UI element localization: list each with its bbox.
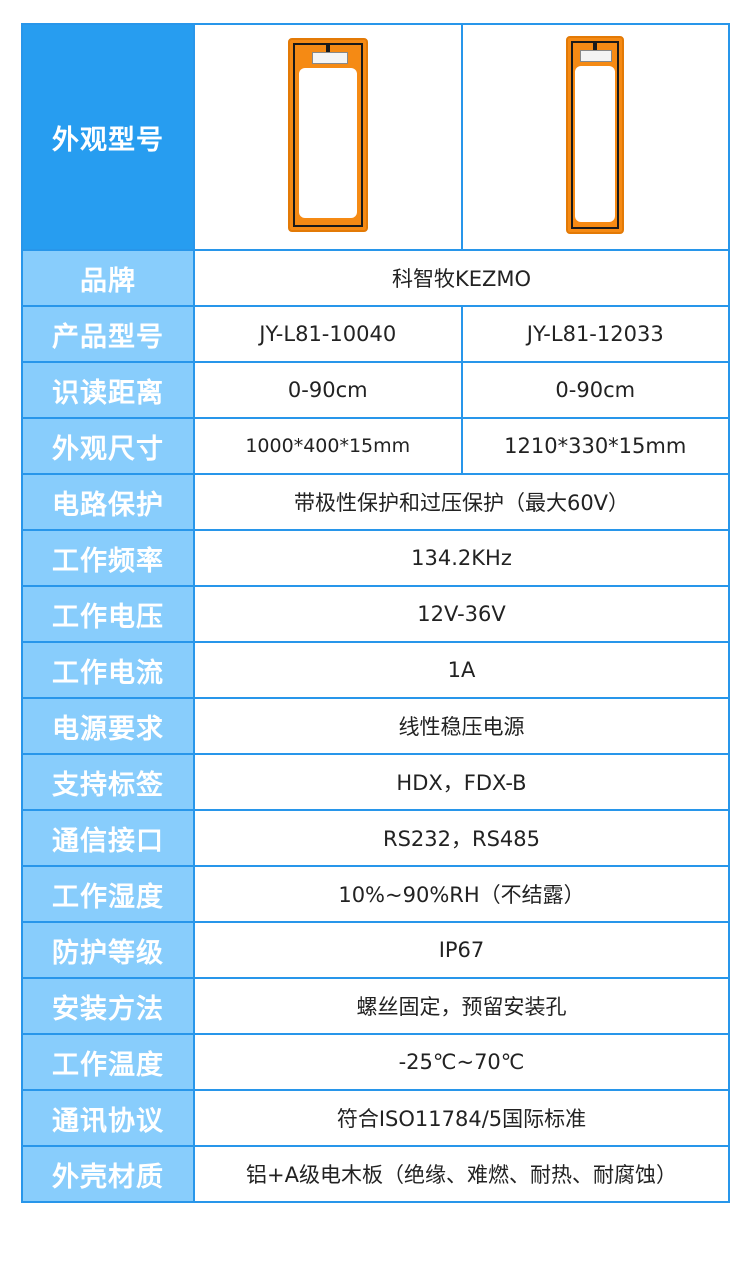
spec-table: 外观型号 品牌 科智牧KEZMO 产品型号 JY-L81-10040 JY-L81-12…: [21, 23, 730, 1203]
table-row: 工作温度 -25℃~70℃: [21, 1033, 730, 1091]
product-image-cell: [193, 23, 463, 251]
table-row: 外壳材质 铝+A级电木板（绝缘、难燃、耐热、耐腐蚀）: [21, 1145, 730, 1203]
row-value: 10%~90%RH（不结露）: [193, 865, 730, 923]
row-value: 12V-36V: [193, 585, 730, 643]
row-value: HDX，FDX-B: [193, 753, 730, 811]
row-value: 线性稳压电源: [193, 697, 730, 755]
table-row: 产品型号 JY-L81-10040 JY-L81-12033: [21, 305, 730, 363]
table-row: 支持标签 HDX，FDX-B: [21, 753, 730, 811]
row-label: 工作电压: [21, 585, 195, 643]
row-label: 识读距离: [21, 361, 195, 419]
row-value: 1A: [193, 641, 730, 699]
row-label: 工作温度: [21, 1033, 195, 1091]
row-value: 0-90cm: [193, 361, 463, 419]
table-row: 通讯协议 符合ISO11784/5国际标准: [21, 1089, 730, 1147]
table-row: 防护等级 IP67: [21, 921, 730, 979]
row-label: 工作频率: [21, 529, 195, 587]
row-label: 产品型号: [21, 305, 195, 363]
row-value: JY-L81-12033: [460, 305, 730, 363]
row-label: 品牌: [21, 249, 195, 307]
table-row: 品牌 科智牧KEZMO: [21, 249, 730, 307]
row-label: 工作湿度: [21, 865, 195, 923]
product-image-cell: [460, 23, 730, 251]
row-value: 1000*400*15mm: [193, 417, 463, 475]
table-row: 安装方法 螺丝固定，预留安装孔: [21, 977, 730, 1035]
row-label: 通讯协议: [21, 1089, 195, 1147]
row-label: 支持标签: [21, 753, 195, 811]
row-value: 铝+A级电木板（绝缘、难燃、耐热、耐腐蚀）: [193, 1145, 730, 1203]
row-label: 安装方法: [21, 977, 195, 1035]
row-value: 带极性保护和过压保护（最大60V）: [193, 473, 730, 531]
row-label: 防护等级: [21, 921, 195, 979]
table-row: 电路保护 带极性保护和过压保护（最大60V）: [21, 473, 730, 531]
row-value: 0-90cm: [460, 361, 730, 419]
table-row: 识读距离 0-90cm 0-90cm: [21, 361, 730, 419]
row-value: 1210*330*15mm: [460, 417, 730, 475]
table-row: 电源要求 线性稳压电源: [21, 697, 730, 755]
row-value: JY-L81-10040: [193, 305, 463, 363]
table-row: 外观尺寸 1000*400*15mm 1210*330*15mm: [21, 417, 730, 475]
row-label: 电路保护: [21, 473, 195, 531]
table-row: 工作频率 134.2KHz: [21, 529, 730, 587]
row-value: 134.2KHz: [193, 529, 730, 587]
table-row: 通信接口 RS232，RS485: [21, 809, 730, 867]
row-label: 电源要求: [21, 697, 195, 755]
row-label: 通信接口: [21, 809, 195, 867]
row-value: RS232，RS485: [193, 809, 730, 867]
row-label: 外壳材质: [21, 1145, 195, 1203]
antenna-image: [287, 38, 368, 232]
table-row: 工作电流 1A: [21, 641, 730, 699]
row-value: 符合ISO11784/5国际标准: [193, 1089, 730, 1147]
row-label: 外观型号: [21, 23, 195, 251]
row-value: IP67: [193, 921, 730, 979]
row-value: -25℃~70℃: [193, 1033, 730, 1091]
table-row: 工作电压 12V-36V: [21, 585, 730, 643]
antenna-image: [566, 36, 625, 234]
row-value: 螺丝固定，预留安装孔: [193, 977, 730, 1035]
row-value: 科智牧KEZMO: [193, 249, 730, 307]
row-label: 外观尺寸: [21, 417, 195, 475]
row-label: 工作电流: [21, 641, 195, 699]
table-row: 工作湿度 10%~90%RH（不结露）: [21, 865, 730, 923]
